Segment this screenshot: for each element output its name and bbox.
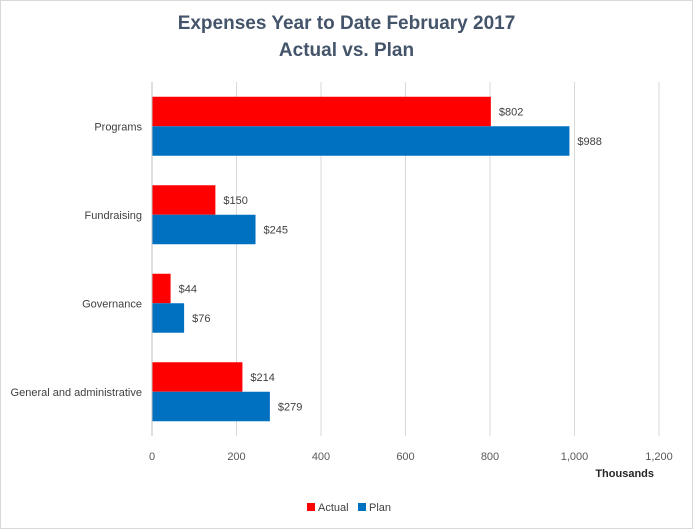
category-label: Governance [82, 298, 142, 310]
x-tick-label: 1,000 [561, 451, 589, 463]
data-label: $150 [223, 195, 247, 207]
bar-actual-3 [152, 362, 243, 392]
legend-swatch-plan [358, 503, 366, 511]
chart-title: Expenses Year to Date February 2017 [177, 13, 516, 34]
data-label: $802 [499, 107, 523, 119]
data-label: $44 [179, 284, 197, 296]
x-axis-title: Thousands [595, 468, 654, 480]
x-tick-label: 600 [396, 451, 414, 463]
data-label: $988 [577, 136, 601, 148]
legend: Actual Plan [307, 502, 391, 514]
bar-plan-0 [152, 126, 570, 156]
x-tick-label: 1,200 [645, 451, 673, 463]
x-tick-label: 200 [227, 451, 245, 463]
category-label: Programs [94, 121, 142, 133]
bar-actual-0 [152, 96, 491, 127]
axes: 0 200 400 600 800 1,000 1,200 Programs Fundraisi… [11, 82, 673, 463]
x-tick-label: 0 [149, 451, 155, 463]
data-label: $76 [192, 313, 210, 325]
legend-label-actual: Actual [318, 502, 349, 514]
chart-subtitle: Actual vs. Plan [278, 40, 415, 61]
data-labels: $802 $988 $150 $245 $44 $76 $214 $279 [179, 107, 602, 414]
legend-swatch-actual [307, 503, 315, 511]
bar-plan-2 [152, 303, 185, 333]
data-label: $245 [264, 225, 288, 237]
bar-plan-1 [152, 214, 256, 245]
bar-actual-2 [152, 273, 171, 304]
data-label: $279 [278, 402, 302, 414]
bar-plan-3 [152, 391, 270, 422]
x-tick-label: 800 [481, 451, 499, 463]
bars [152, 96, 570, 422]
legend-label-plan: Plan [369, 502, 391, 514]
x-tick-label: 400 [312, 451, 330, 463]
category-label: General and administrative [11, 387, 142, 399]
bar-actual-1 [152, 185, 216, 215]
data-label: $214 [250, 372, 274, 384]
category-label: Fundraising [85, 210, 142, 222]
